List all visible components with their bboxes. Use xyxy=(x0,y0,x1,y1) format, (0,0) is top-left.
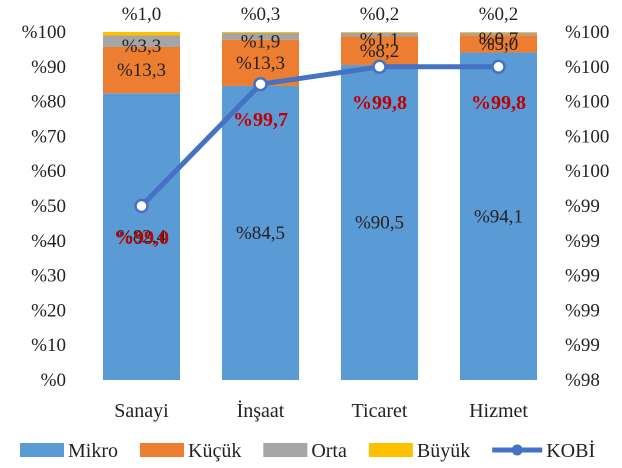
kobi-point xyxy=(372,59,387,75)
bar-segment-mikro xyxy=(103,93,180,381)
kobi-data-label: %99,8 xyxy=(471,92,526,114)
bar-segment-mikro xyxy=(341,65,418,380)
bar-segment-büyük xyxy=(460,32,537,33)
y-tick-label: %50 xyxy=(31,196,66,217)
legend-swatch-orta xyxy=(263,443,308,457)
data-label-mikro: %94,1 xyxy=(474,206,523,227)
bar-segment-küçük xyxy=(460,35,537,53)
legend-label: Orta xyxy=(311,440,347,462)
kobi-point xyxy=(253,76,268,92)
y-tick-label: %70 xyxy=(31,126,66,147)
y2-tick-label: %99 xyxy=(565,335,600,356)
legend: Mikro Küçük Orta Büyük KOBİ xyxy=(20,439,595,462)
data-label-orta: %0,7 xyxy=(479,29,519,50)
y2-tick-label: %100 xyxy=(565,126,609,147)
bar-segment-orta xyxy=(103,35,180,47)
data-label-buyuk: %0,2 xyxy=(479,4,519,25)
x-tick-label: Hizmet xyxy=(469,400,528,422)
legend-label: Küçük xyxy=(188,440,241,462)
bar-segment-büyük xyxy=(103,32,180,36)
y-tick-label: %90 xyxy=(31,57,66,78)
data-label-kucuk: %5,0 xyxy=(479,34,519,55)
data-label-kucuk: %8,2 xyxy=(360,41,400,62)
y-tick-label: %30 xyxy=(31,266,66,287)
kobi-data-label: %99,8 xyxy=(352,92,407,114)
data-label-mikro: %82,4 xyxy=(117,227,167,248)
kobi-data-label: %99,7 xyxy=(233,109,288,131)
y-tick-label: %80 xyxy=(31,92,66,113)
data-label-orta: %3,3 xyxy=(122,36,162,57)
bar-segment-mikro xyxy=(460,52,537,380)
y2-tick-label: %99 xyxy=(565,231,600,252)
data-label-orta: %1,1 xyxy=(360,30,400,51)
bar-segment-büyük xyxy=(222,32,299,34)
y2-tick-label: %100 xyxy=(565,161,609,182)
data-label-kucuk: %13,3 xyxy=(236,53,285,74)
data-label-buyuk: %0,2 xyxy=(360,4,400,25)
category-axis: Sanayi İnşaat Ticaret Hizmet xyxy=(114,399,528,422)
y2-tick-label: %100 xyxy=(565,57,609,78)
y2-tick-label: %99 xyxy=(565,266,600,287)
x-tick-label: Ticaret xyxy=(352,400,408,422)
legend-marker-kobi xyxy=(511,444,523,456)
y-tick-label: %60 xyxy=(31,161,66,182)
legend-label: KOBİ xyxy=(546,439,595,462)
kobi-data-label: %99,0 xyxy=(114,227,169,249)
primary-y-axis: %0 %10 %20 %30 %40 %50 %60 %70 %80 %90 %100 xyxy=(22,22,66,391)
y2-tick-label: %100 xyxy=(565,22,609,43)
legend-label: Büyük xyxy=(417,440,470,462)
bar-segment-mikro xyxy=(222,85,299,380)
data-label-buyuk: %0,3 xyxy=(241,4,281,25)
kobi-point xyxy=(134,198,149,214)
y-tick-label: %10 xyxy=(31,335,66,356)
data-label-mikro: %90,5 xyxy=(355,213,404,234)
x-tick-label: İnşaat xyxy=(237,399,285,422)
bar-segment-büyük xyxy=(341,32,418,33)
bar-segment-orta xyxy=(341,32,418,37)
x-tick-label: Sanayi xyxy=(114,400,169,422)
data-label-buyuk: %1,0 xyxy=(122,4,162,25)
legend-swatch-küçük xyxy=(140,443,184,457)
data-label-orta: %1,9 xyxy=(241,31,281,52)
y2-tick-label: %99 xyxy=(565,196,600,217)
data-label-mikro: %84,5 xyxy=(236,223,285,244)
y-tick-label: %20 xyxy=(31,300,66,321)
legend-swatch-büyük xyxy=(368,443,413,457)
legend-label: Mikro xyxy=(68,440,118,462)
y-tick-label: %40 xyxy=(31,231,66,252)
y2-tick-label: %98 xyxy=(565,370,600,391)
data-label-kucuk: %13,3 xyxy=(117,60,166,81)
bar-data-labels: %82,4%13,3%3,3%1,0%84,5%13,3%1,9%0,3%90,… xyxy=(117,4,523,248)
kobi-line-path xyxy=(139,64,499,208)
bar-segment-küçük xyxy=(103,46,180,94)
y-tick-label: %100 xyxy=(22,22,66,43)
y2-tick-label: %99 xyxy=(565,300,600,321)
secondary-y-axis: %98 %99 %99 %99 %99 %99 %100 %100 %100 %100 %100 xyxy=(565,22,609,391)
kobi-point xyxy=(491,59,506,75)
stacked-bars xyxy=(103,32,537,381)
bar-segment-orta xyxy=(222,33,299,40)
bar-segment-orta xyxy=(460,32,537,36)
y-tick-label: %0 xyxy=(41,370,66,391)
y2-tick-label: %100 xyxy=(565,92,609,113)
kobi-line: %99,0 %99,7 %99,8 %99,8 xyxy=(114,59,526,249)
legend-swatch-mikro xyxy=(20,443,64,457)
